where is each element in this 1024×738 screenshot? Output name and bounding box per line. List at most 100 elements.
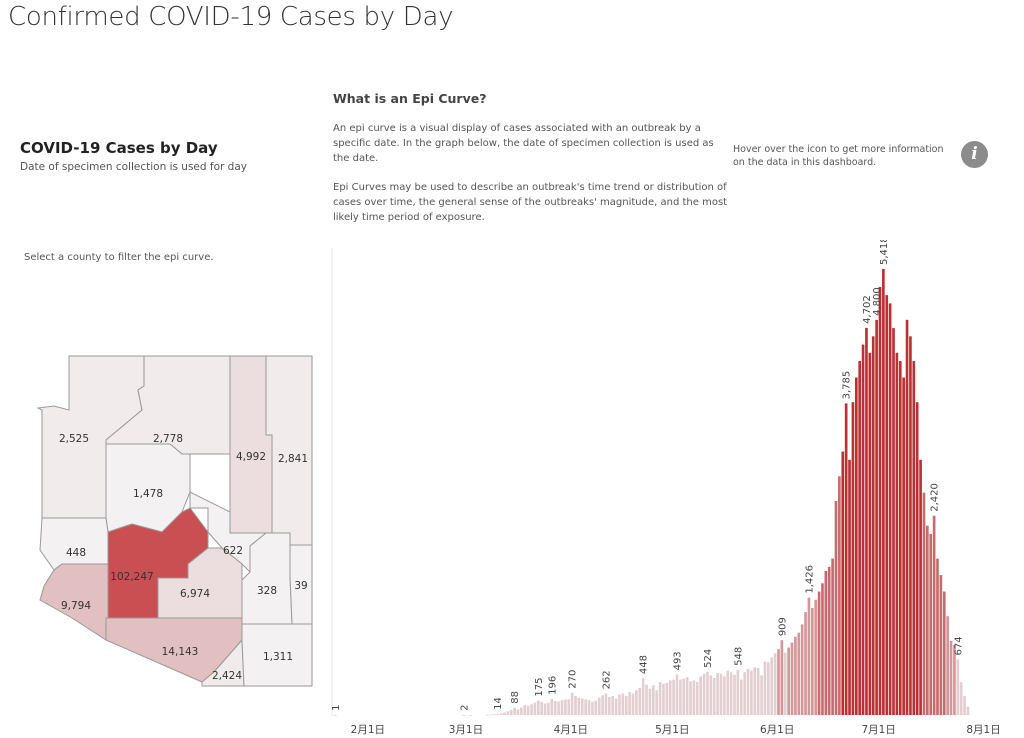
epi-bar[interactable]: [334, 714, 337, 716]
epi-bar[interactable]: [743, 672, 746, 715]
epi-bar[interactable]: [811, 607, 814, 715]
epi-bar[interactable]: [665, 682, 669, 715]
epi-bar[interactable]: [638, 687, 642, 715]
epi-bar[interactable]: [655, 690, 659, 715]
epi-bar[interactable]: [520, 707, 523, 715]
epi-bar[interactable]: [587, 700, 591, 715]
epi-bar[interactable]: [526, 705, 530, 715]
epi-bar[interactable]: [577, 697, 581, 715]
epi-bar[interactable]: [570, 692, 574, 715]
epi-bar[interactable]: [865, 327, 868, 715]
epi-bar[interactable]: [817, 591, 821, 715]
epi-bar[interactable]: [777, 649, 780, 715]
epi-bar[interactable]: [618, 694, 621, 715]
epi-bar[interactable]: [547, 702, 550, 715]
epi-bar[interactable]: [533, 702, 537, 715]
epi-bar[interactable]: [716, 673, 719, 715]
epi-bar[interactable]: [614, 698, 618, 715]
epi-bar[interactable]: [882, 268, 885, 715]
epi-bar[interactable]: [594, 700, 598, 715]
epi-bar[interactable]: [794, 636, 797, 715]
epi-bar[interactable]: [489, 714, 493, 716]
epi-bar[interactable]: [611, 696, 615, 715]
epi-bar[interactable]: [652, 685, 655, 715]
epi-bar[interactable]: [750, 670, 753, 715]
epi-bar[interactable]: [905, 319, 909, 715]
epi-bar[interactable]: [574, 696, 577, 715]
epi-bar[interactable]: [672, 679, 675, 715]
epi-bar[interactable]: [553, 701, 557, 715]
epi-bar[interactable]: [929, 533, 933, 715]
epi-bar[interactable]: [702, 673, 706, 715]
epi-bar[interactable]: [486, 714, 489, 716]
epi-bar[interactable]: [858, 361, 861, 715]
epi-bar[interactable]: [550, 698, 554, 716]
epi-bar[interactable]: [692, 680, 696, 715]
epi-bar[interactable]: [783, 652, 787, 715]
epi-bar[interactable]: [942, 591, 946, 715]
epi-bar[interactable]: [926, 525, 929, 715]
epi-bar[interactable]: [682, 678, 686, 715]
epi-bar[interactable]: [787, 647, 790, 716]
epi-bar[interactable]: [885, 295, 889, 715]
epi-bar[interactable]: [624, 696, 628, 715]
county-apache[interactable]: [265, 355, 313, 546]
epi-bar[interactable]: [503, 712, 506, 715]
epi-bar[interactable]: [909, 336, 912, 715]
epi-bar[interactable]: [780, 640, 784, 715]
epi-bar[interactable]: [932, 515, 936, 715]
epi-bar[interactable]: [591, 701, 594, 715]
epi-bar[interactable]: [567, 699, 571, 715]
epi-bar[interactable]: [506, 711, 510, 715]
epi-bar[interactable]: [645, 684, 648, 715]
epi-bar[interactable]: [601, 695, 604, 715]
epi-bar[interactable]: [726, 670, 730, 715]
epi-bar[interactable]: [756, 668, 760, 715]
epi-bar[interactable]: [699, 676, 702, 715]
epi-bar[interactable]: [912, 361, 916, 715]
epi-bar[interactable]: [496, 713, 500, 715]
epi-bar[interactable]: [679, 679, 682, 715]
epi-bar[interactable]: [831, 558, 834, 715]
epi-bar[interactable]: [875, 319, 878, 715]
epi-bar[interactable]: [530, 704, 533, 715]
county-graham[interactable]: [241, 532, 293, 625]
epi-bar[interactable]: [746, 668, 750, 715]
county-santacruz[interactable]: [201, 638, 245, 687]
epi-bar[interactable]: [712, 677, 716, 715]
epi-bar[interactable]: [462, 714, 466, 716]
epi-bar[interactable]: [861, 344, 865, 715]
epi-bar[interactable]: [844, 403, 848, 715]
epi-bar[interactable]: [821, 583, 824, 715]
epi-bar[interactable]: [736, 669, 740, 715]
epi-bar[interactable]: [895, 352, 899, 715]
epi-bar[interactable]: [540, 701, 543, 715]
epi-bar[interactable]: [814, 599, 818, 715]
epi-bar[interactable]: [838, 476, 841, 715]
epi-bar[interactable]: [871, 336, 875, 715]
epi-bar[interactable]: [807, 597, 811, 715]
epi-bar[interactable]: [946, 616, 949, 715]
epi-bar[interactable]: [675, 674, 679, 715]
epi-bar[interactable]: [841, 451, 845, 715]
epi-bar[interactable]: [915, 402, 919, 715]
epi-bar[interactable]: [641, 678, 645, 715]
epi-bar[interactable]: [648, 688, 652, 715]
epi-bar[interactable]: [658, 682, 662, 715]
epi-bar[interactable]: [689, 681, 692, 715]
epi-bar[interactable]: [604, 693, 608, 715]
epi-bar[interactable]: [516, 709, 520, 715]
county-cochise[interactable]: [241, 623, 313, 687]
epi-bar[interactable]: [888, 303, 892, 715]
epi-bar[interactable]: [878, 286, 882, 715]
epi-bar[interactable]: [723, 676, 726, 715]
epi-bar[interactable]: [706, 671, 709, 715]
epi-bar[interactable]: [493, 714, 496, 715]
epi-bar[interactable]: [922, 492, 926, 715]
epi-bar[interactable]: [685, 677, 689, 715]
epi-bar[interactable]: [499, 713, 503, 715]
epi-bar[interactable]: [608, 696, 611, 715]
epi-bar[interactable]: [848, 459, 851, 715]
epi-bar[interactable]: [790, 642, 794, 715]
epi-bar[interactable]: [560, 700, 564, 715]
